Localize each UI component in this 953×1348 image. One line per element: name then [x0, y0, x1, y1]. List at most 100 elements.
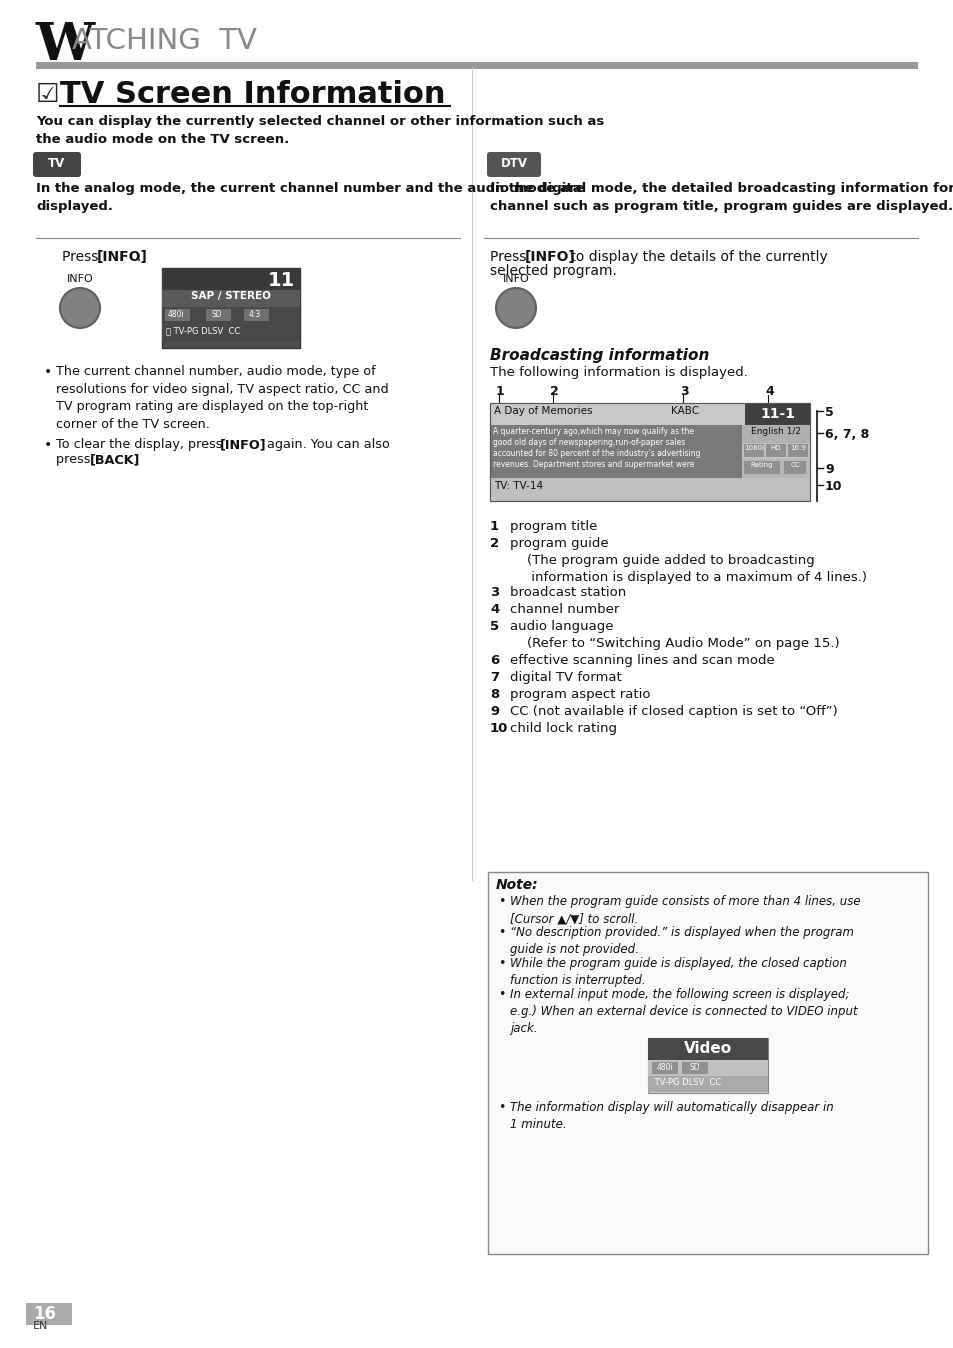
- Text: Broadcasting information: Broadcasting information: [490, 348, 709, 363]
- Bar: [165, 309, 190, 321]
- Text: program guide
    (The program guide added to broadcasting
     information is d: program guide (The program guide added t…: [510, 537, 866, 584]
- Text: 10: 10: [824, 480, 841, 493]
- Text: A Day of Memories: A Day of Memories: [494, 406, 592, 417]
- Bar: [162, 290, 299, 307]
- Text: 4: 4: [764, 386, 773, 398]
- Bar: [787, 443, 807, 457]
- Text: To clear the display, press: To clear the display, press: [56, 438, 226, 452]
- FancyBboxPatch shape: [33, 152, 81, 177]
- Text: You can display the currently selected channel or other information such as
the : You can display the currently selected c…: [36, 115, 603, 146]
- Text: 480i: 480i: [168, 310, 184, 319]
- Bar: [490, 425, 741, 479]
- Text: INFO: INFO: [67, 274, 93, 284]
- Bar: [681, 1062, 707, 1074]
- Text: 2: 2: [490, 537, 498, 550]
- Text: program title: program title: [510, 520, 597, 532]
- Bar: [765, 443, 785, 457]
- Text: 5: 5: [824, 406, 833, 419]
- Bar: [743, 461, 780, 474]
- Bar: [741, 460, 809, 479]
- Text: While the program guide is displayed, the closed caption
function is interrupted: While the program guide is displayed, th…: [510, 957, 846, 987]
- Text: 6: 6: [490, 654, 498, 667]
- Text: SD: SD: [212, 310, 222, 319]
- Text: ☑: ☑: [36, 82, 59, 108]
- Text: 4: 4: [490, 603, 498, 616]
- Text: Rating: Rating: [750, 462, 773, 468]
- Bar: [744, 403, 809, 425]
- Text: HD: HD: [770, 445, 781, 452]
- Bar: [162, 324, 299, 342]
- Text: TV: TV-14: TV: TV-14: [494, 481, 542, 491]
- Text: [INFO]: [INFO]: [524, 249, 576, 264]
- Bar: [244, 309, 269, 321]
- Bar: [26, 1304, 71, 1325]
- Text: child lock rating: child lock rating: [510, 723, 617, 735]
- Text: Note:: Note:: [496, 878, 538, 892]
- Text: •: •: [497, 1101, 505, 1113]
- Bar: [647, 1038, 767, 1093]
- Text: ATCHING  TV: ATCHING TV: [71, 27, 256, 55]
- Text: EN: EN: [33, 1321, 49, 1330]
- Text: In the digital mode, the detailed broadcasting information for the current
chann: In the digital mode, the detailed broadc…: [490, 182, 953, 213]
- Text: TV: TV: [49, 156, 66, 170]
- Text: to display the details of the currently: to display the details of the currently: [565, 249, 827, 264]
- Bar: [488, 872, 927, 1254]
- Text: SAP / STEREO: SAP / STEREO: [191, 291, 271, 301]
- Text: broadcast station: broadcast station: [510, 586, 625, 599]
- Text: TV-PG DLSV  CC: TV-PG DLSV CC: [651, 1078, 720, 1086]
- Bar: [162, 268, 299, 348]
- Bar: [36, 62, 917, 69]
- Text: W: W: [36, 20, 95, 71]
- Bar: [490, 479, 809, 501]
- Bar: [783, 461, 805, 474]
- Bar: [651, 1062, 678, 1074]
- Text: digital TV format: digital TV format: [510, 671, 621, 683]
- Bar: [741, 443, 809, 460]
- Text: 10: 10: [490, 723, 508, 735]
- Text: 11: 11: [268, 271, 294, 290]
- Text: “No description provided.” is displayed when the program
guide is not provided.: “No description provided.” is displayed …: [510, 926, 853, 956]
- Text: TV Screen Information: TV Screen Information: [60, 80, 445, 109]
- Text: 480i: 480i: [656, 1064, 673, 1072]
- Bar: [206, 309, 231, 321]
- Text: 7: 7: [490, 671, 498, 683]
- Text: selected program.: selected program.: [490, 264, 617, 278]
- Text: •: •: [44, 365, 52, 379]
- Bar: [647, 1076, 767, 1092]
- Text: 3: 3: [490, 586, 498, 599]
- Text: 4:3: 4:3: [249, 310, 261, 319]
- Text: 16: 16: [33, 1305, 56, 1322]
- Text: 1: 1: [490, 520, 498, 532]
- Text: The information display will automatically disappear in
1 minute.: The information display will automatical…: [510, 1101, 833, 1131]
- Text: 1: 1: [496, 386, 504, 398]
- Text: English 1/2: English 1/2: [750, 427, 801, 435]
- Text: again. You can also: again. You can also: [263, 438, 390, 452]
- Text: 5: 5: [490, 620, 498, 634]
- Bar: [647, 1038, 767, 1060]
- Text: When the program guide consists of more than 4 lines, use
[Cursor ▲/▼] to scroll: When the program guide consists of more …: [510, 895, 860, 925]
- Text: The current channel number, audio mode, type of
resolutions for video signal, TV: The current channel number, audio mode, …: [56, 365, 388, 430]
- Text: 16:9: 16:9: [789, 445, 805, 452]
- Text: CC (not available if closed caption is set to “Off”): CC (not available if closed caption is s…: [510, 705, 837, 718]
- Bar: [741, 425, 809, 443]
- Text: DTV: DTV: [500, 156, 527, 170]
- Text: The following information is displayed.: The following information is displayed.: [490, 367, 747, 379]
- Text: audio language
    (Refer to “Switching Audio Mode” on page 15.): audio language (Refer to “Switching Audi…: [510, 620, 839, 650]
- Bar: [490, 403, 809, 501]
- Text: •: •: [497, 988, 505, 1002]
- Text: [BACK]: [BACK]: [90, 453, 140, 466]
- Text: 🔒 TV-PG DLSV  CC: 🔒 TV-PG DLSV CC: [166, 326, 240, 336]
- Text: effective scanning lines and scan mode: effective scanning lines and scan mode: [510, 654, 774, 667]
- FancyBboxPatch shape: [486, 152, 540, 177]
- Bar: [743, 443, 763, 457]
- Text: press: press: [56, 453, 94, 466]
- Text: [INFO]: [INFO]: [97, 249, 148, 264]
- Text: 1080i: 1080i: [743, 445, 763, 452]
- Text: •: •: [497, 895, 505, 909]
- Text: KABC: KABC: [670, 406, 699, 417]
- Text: .: .: [137, 249, 141, 264]
- Text: 9: 9: [824, 462, 833, 476]
- Bar: [162, 307, 299, 324]
- Text: 3: 3: [679, 386, 688, 398]
- Text: •: •: [44, 438, 52, 452]
